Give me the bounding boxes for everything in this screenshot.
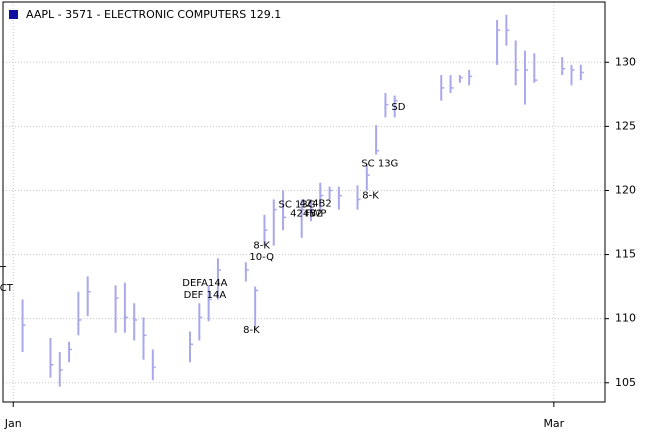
plot-background (3, 2, 605, 402)
annotation: SC 13G (361, 159, 398, 170)
legend-marker (9, 10, 18, 19)
legend-label: AAPL - 3571 - ELECTRONIC COMPUTERS 129.1 (26, 8, 281, 21)
annotation: CT (0, 283, 14, 294)
y-tick-label: 105 (615, 376, 636, 389)
annotation: SD (391, 102, 405, 113)
annotation: DEF 14A (184, 290, 227, 301)
x-tick-label: Mar (543, 417, 564, 430)
annotation: FWP (305, 209, 327, 220)
annotation: SC 13G (279, 200, 316, 211)
y-tick-label: 120 (615, 183, 636, 196)
annotation: 8-K (253, 241, 270, 252)
annotation: 424B2 (290, 209, 322, 220)
annotation: 8-K (362, 191, 379, 202)
y-tick-label: 115 (615, 248, 636, 261)
x-tick-label: Jan (4, 417, 22, 430)
annotation: 10-Q (249, 252, 274, 263)
annotation: DEFA14A (182, 278, 227, 289)
y-tick-label: 130 (615, 55, 636, 68)
annotation: 8-K (243, 325, 260, 336)
plot-frame (2, 1, 606, 403)
y-tick-label: 110 (615, 312, 636, 325)
y-tick-label: 125 (615, 119, 636, 132)
annotation: 424B2 (299, 198, 331, 209)
